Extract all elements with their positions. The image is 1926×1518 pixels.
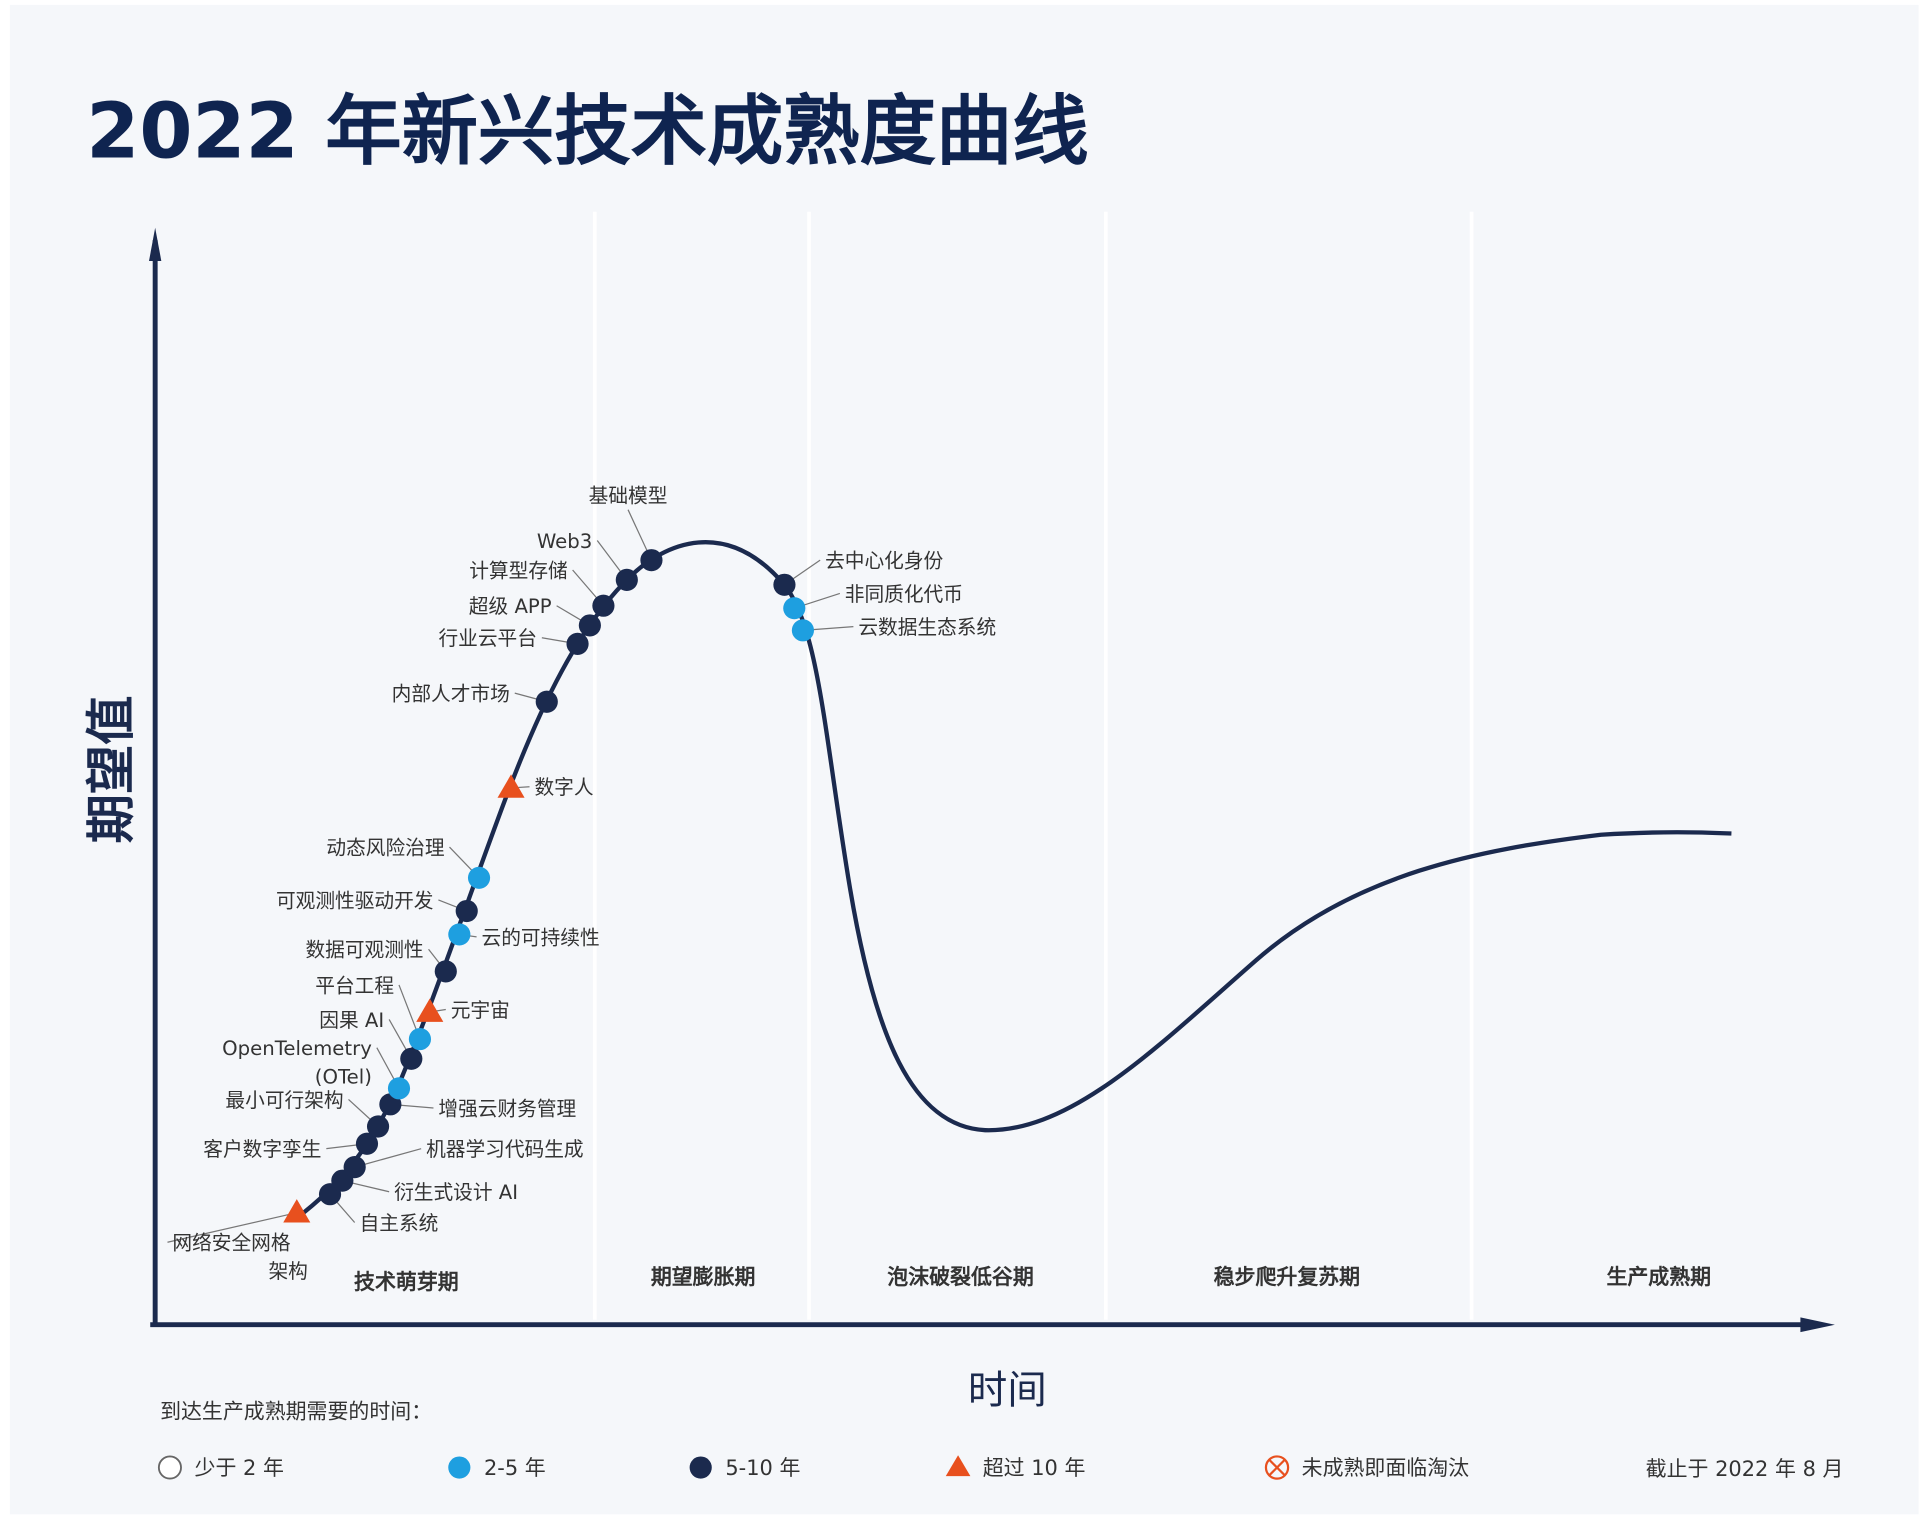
technology-label: 增强云财务管理 [438, 1097, 576, 1120]
page-title: 2022 年新兴技术成熟度曲线 [86, 88, 1088, 177]
circle-marker-icon [387, 1077, 411, 1100]
circle-marker-icon [343, 1156, 366, 1179]
legend-crossed-circle-icon [1264, 1455, 1290, 1480]
technology-label: 云数据生态系统 [858, 616, 996, 639]
technology-markers [283, 549, 814, 1223]
technology-label: 衍生式设计 AI [394, 1181, 518, 1204]
legend-item: 2-5 年 [484, 1456, 546, 1480]
legend-circle-open-icon [157, 1455, 182, 1480]
technology-label: 因果 AI [319, 1009, 384, 1032]
triangle-marker-icon [416, 998, 444, 1022]
technology-label: 可观测性驱动开发 [276, 889, 434, 912]
circle-marker-icon [355, 1132, 379, 1155]
technology-label: 计算型存储 [469, 559, 567, 582]
circle-marker-icon [783, 597, 806, 620]
circle-marker-icon [566, 632, 589, 655]
leader-line [167, 1212, 297, 1243]
circle-marker-icon [434, 960, 457, 983]
technology-label: 基础模型 [589, 484, 668, 507]
technology-label-line2: (OTel) [315, 1065, 372, 1088]
x-axis-label: 时间 [968, 1368, 1047, 1414]
technology-label: 机器学习代码生成 [426, 1138, 584, 1161]
phase-label: 泡沫破裂低谷期 [887, 1265, 1033, 1289]
as-of-date: 截止于 2022 年 8 月 [1646, 1457, 1844, 1481]
technology-label: 网络安全网格 [172, 1232, 290, 1255]
background [9, 4, 1919, 1515]
phase-label: 期望膨胀期 [651, 1265, 756, 1289]
legend-title: 到达生产成熟期需要的时间： [160, 1399, 432, 1423]
technology-label: OpenTelemetry [222, 1037, 372, 1060]
technology-label: 客户数字孪生 [203, 1138, 321, 1161]
triangle-marker-icon [283, 1199, 311, 1223]
y-axis-label: 期望值 [82, 696, 140, 844]
technology-label: 最小可行架构 [225, 1089, 343, 1112]
circle-marker-icon [366, 1115, 390, 1138]
legend-item: 超过 10 年 [983, 1456, 1086, 1480]
legend-triangle-icon [945, 1455, 971, 1477]
circle-marker-icon [535, 690, 558, 713]
circle-marker-icon [592, 594, 615, 617]
technology-label: 数据可观测性 [305, 939, 423, 962]
circle-marker-icon [773, 573, 796, 596]
circle-marker-icon [640, 549, 663, 572]
leader-line [354, 1148, 422, 1168]
circle-marker-icon [615, 568, 638, 591]
circle-marker-icon [448, 923, 471, 946]
circle-marker-icon [400, 1047, 423, 1070]
technology-label: 超级 APP [469, 595, 552, 618]
technology-label: 动态风险治理 [326, 836, 444, 859]
technology-label: 非同质化代币 [845, 583, 963, 606]
technology-label-line2: 架构 [268, 1260, 307, 1283]
phase-dividers [592, 211, 1474, 1320]
phase-label: 技术萌芽期 [354, 1270, 459, 1294]
circle-marker-icon [408, 1028, 432, 1051]
technology-label: 自主系统 [360, 1212, 439, 1235]
technology-label: 平台工程 [315, 974, 394, 997]
circle-marker-icon [455, 899, 478, 923]
technology-label: 数字人 [534, 776, 593, 799]
technology-label: 去中心化身份 [825, 550, 943, 573]
legend: 到达生产成熟期需要的时间： 少于 2 年 2-5 年 5-10 年 超过 10 … [157, 1399, 1844, 1481]
technology-label: 元宇宙 [451, 999, 510, 1022]
technology-label: 行业云平台 [438, 627, 536, 650]
technology-label: 云的可持续性 [482, 926, 600, 949]
phase-label: 生产成熟期 [1606, 1265, 1711, 1289]
legend-item: 未成熟即面临淘汰 [1302, 1456, 1469, 1480]
circle-marker-icon [791, 619, 814, 642]
x-axis-arrow [1800, 1317, 1835, 1333]
triangle-marker-icon [497, 774, 525, 798]
circle-marker-icon [467, 866, 491, 889]
legend-circle-blue-icon [448, 1456, 471, 1479]
technology-label: Web3 [537, 530, 592, 553]
phase-label: 稳步爬升复苏期 [1214, 1265, 1360, 1289]
legend-circle-navy-icon [689, 1456, 712, 1479]
technology-label: 内部人才市场 [392, 683, 510, 706]
circle-marker-icon [578, 614, 601, 637]
legend-item: 5-10 年 [725, 1456, 800, 1480]
y-axis-arrow [149, 227, 162, 262]
legend-item: 少于 2 年 [195, 1456, 284, 1480]
